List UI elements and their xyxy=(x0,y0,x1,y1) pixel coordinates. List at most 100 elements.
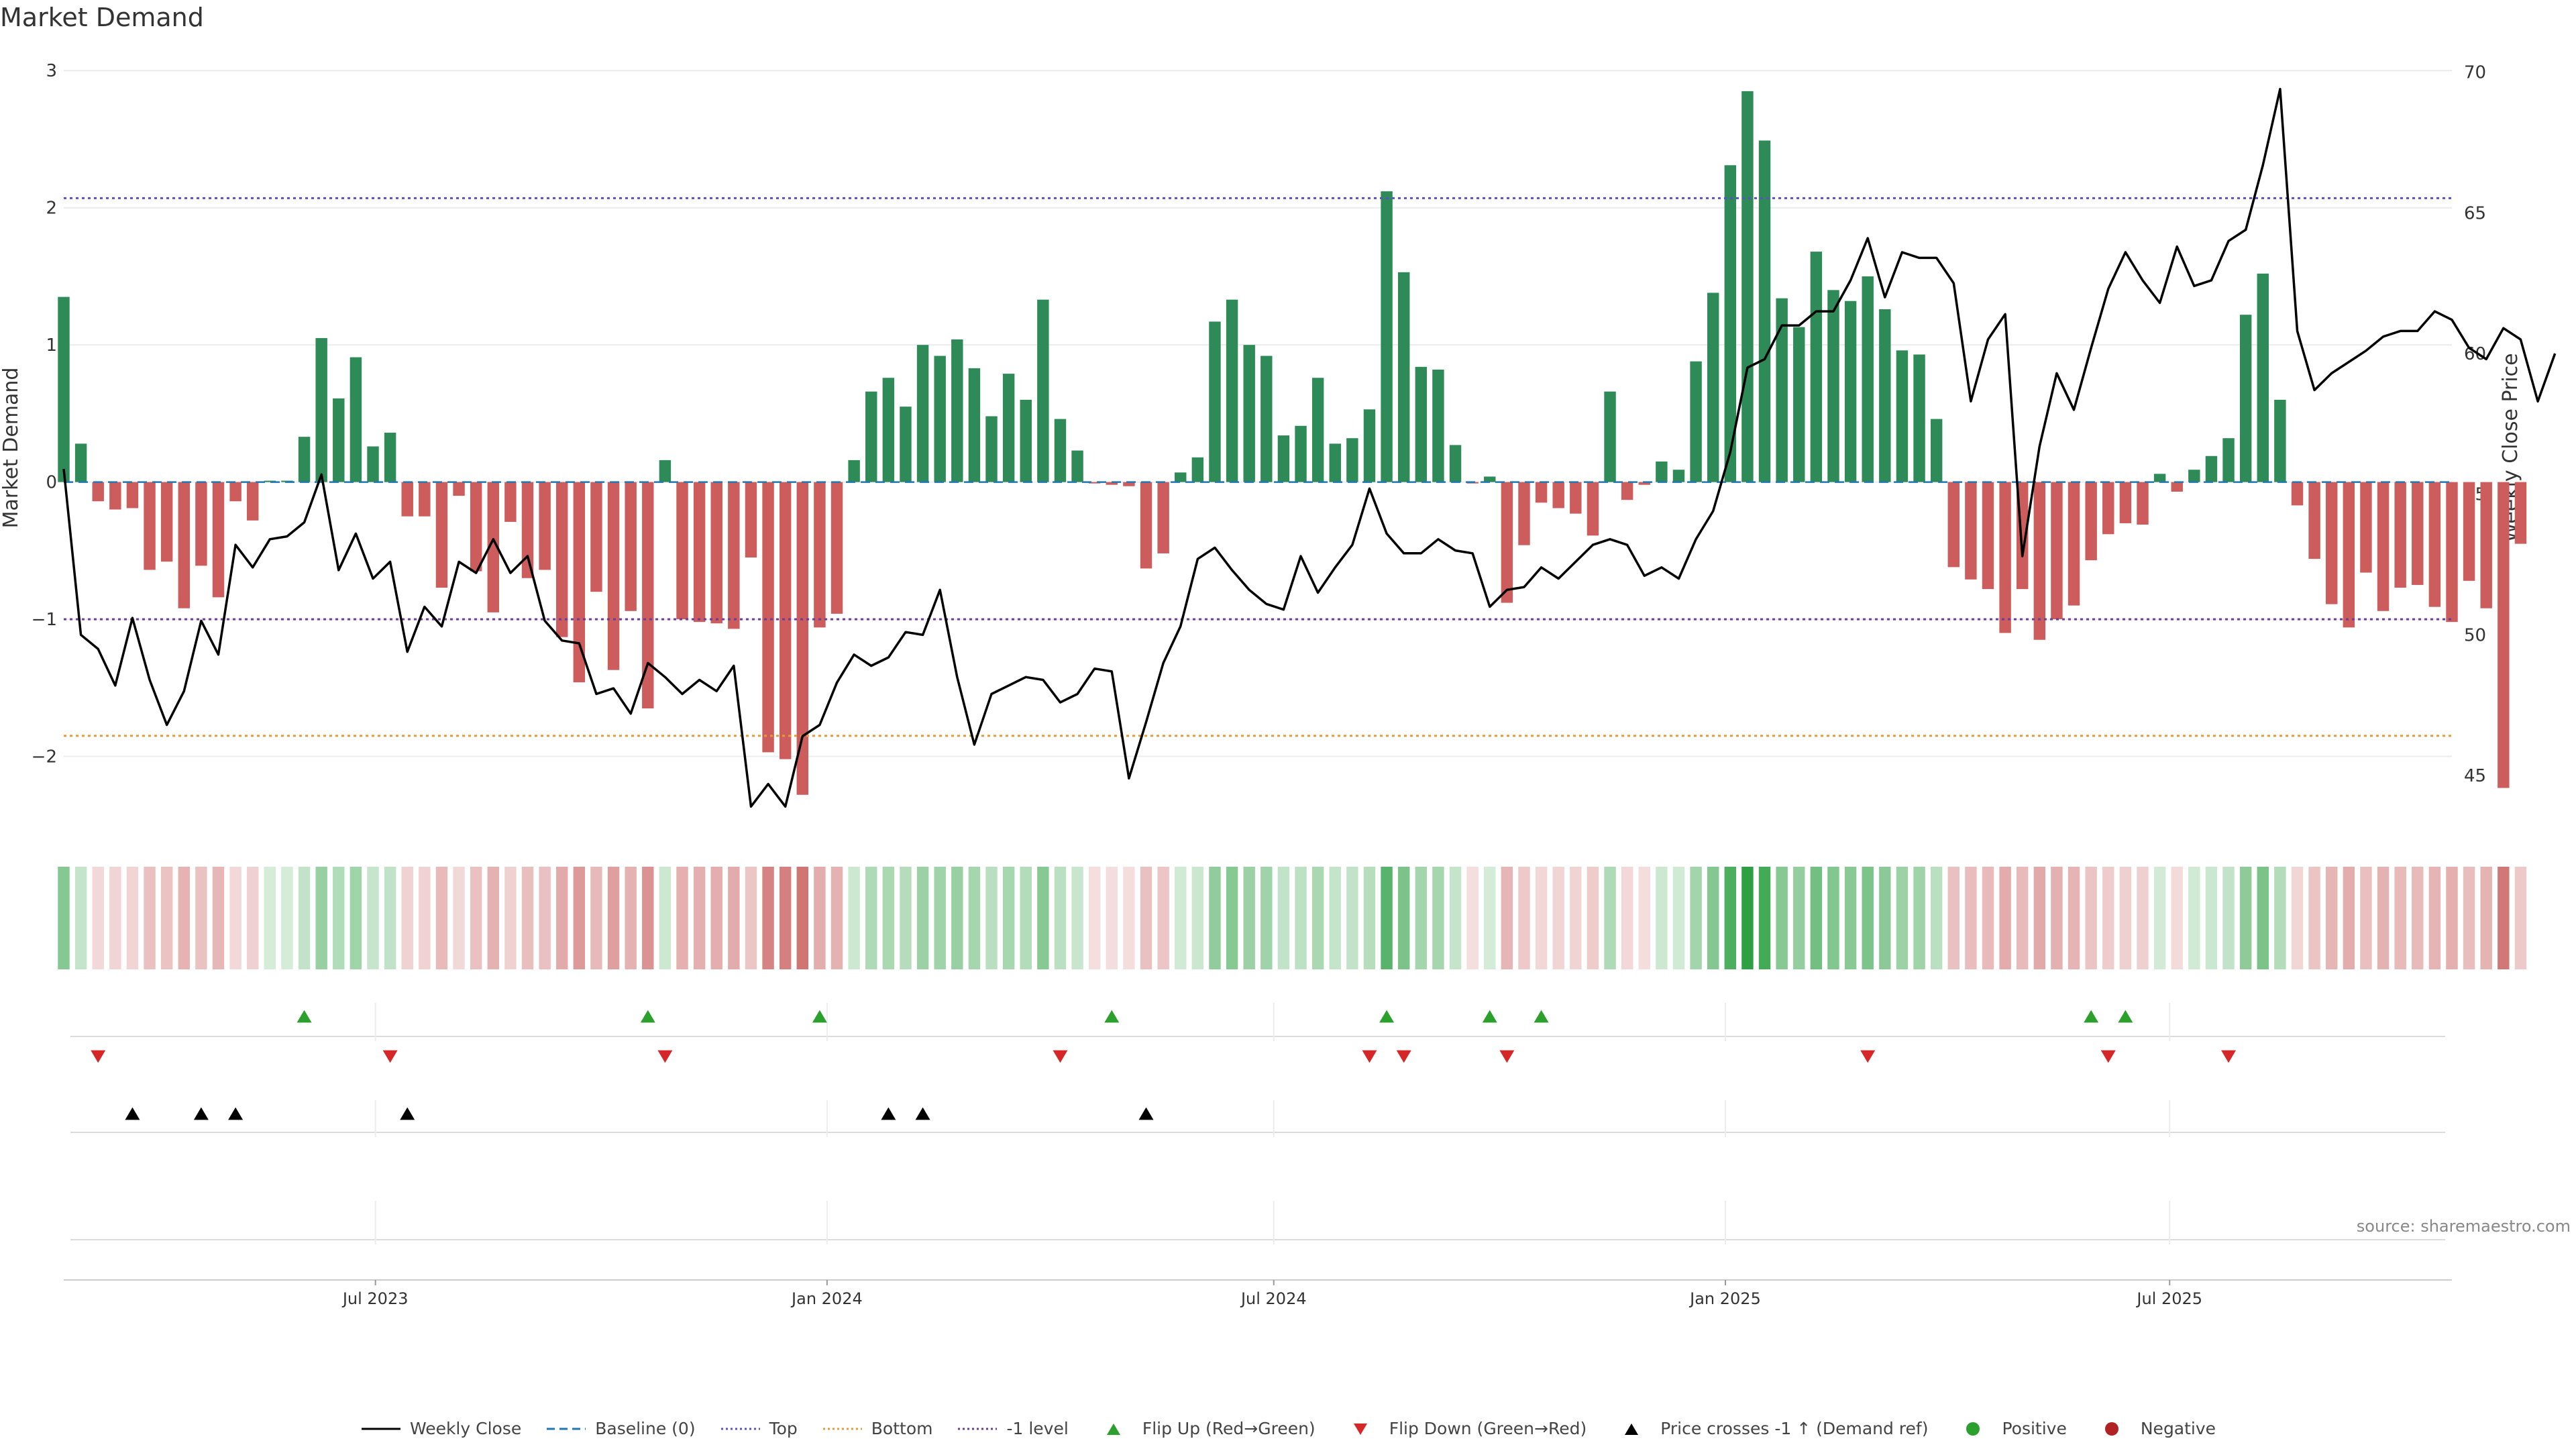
demand-bar xyxy=(2514,482,2527,544)
heat-cell xyxy=(2222,867,2235,969)
y-tick-label: 1 xyxy=(46,335,57,356)
demand-bar xyxy=(1793,327,1805,482)
dot-icon xyxy=(1952,1421,1994,1437)
demand-bar xyxy=(2239,315,2252,482)
heat-cell xyxy=(848,867,860,969)
demand-bar xyxy=(1209,321,1221,482)
y-tick-label: −1 xyxy=(32,610,57,630)
y2-tick-label: 65 xyxy=(2464,203,2486,223)
demand-bar xyxy=(453,482,465,496)
heat-cell xyxy=(1415,867,1428,969)
demand-bar xyxy=(435,482,448,588)
heat-cell xyxy=(1466,867,1479,969)
demand-bar xyxy=(1758,140,1771,482)
demand-bar xyxy=(2308,482,2320,559)
y2-tick-label: 45 xyxy=(2464,766,2486,786)
legend-label: Top xyxy=(769,1419,798,1438)
demand-bar xyxy=(2428,482,2441,607)
demand-bar xyxy=(1552,482,1564,508)
heat-cell xyxy=(882,867,895,969)
demand-bar xyxy=(934,356,946,482)
y-tick-label: 3 xyxy=(46,61,57,81)
demand-bar xyxy=(1054,419,1067,482)
heat-cell xyxy=(1999,867,2011,969)
demand-bar xyxy=(92,482,104,502)
demand-bar xyxy=(1827,290,1839,482)
triangle-up-icon xyxy=(1611,1421,1652,1437)
heat-cell xyxy=(212,867,225,969)
heat-cell xyxy=(710,867,722,969)
dot-icon xyxy=(2091,1421,2133,1437)
solid-line-icon xyxy=(360,1421,402,1437)
flip-down-marker xyxy=(657,1050,673,1063)
demand-bar xyxy=(2480,482,2492,608)
demand-bar xyxy=(1037,299,1049,482)
heat-cell xyxy=(2257,867,2269,969)
flip-up-marker xyxy=(1104,1010,1120,1023)
chart-title: Market Demand xyxy=(0,3,204,32)
demand-bar xyxy=(814,482,826,628)
legend-item: -1 level xyxy=(957,1419,1069,1438)
demand-bar xyxy=(573,482,586,683)
heat-cell xyxy=(900,867,912,969)
heat-cell xyxy=(1381,867,1393,969)
demand-bar xyxy=(315,337,327,482)
heat-cell xyxy=(2068,867,2080,969)
demand-bar xyxy=(2033,482,2046,640)
heat-cell xyxy=(1879,867,1891,969)
heat-cell xyxy=(2480,867,2492,969)
demand-bar xyxy=(1947,482,1960,568)
heat-cell xyxy=(92,867,104,969)
heat-cell xyxy=(573,867,586,969)
heat-cell xyxy=(2153,867,2166,969)
demand-bar xyxy=(247,482,259,521)
demand-bar xyxy=(2463,482,2475,581)
heat-cell xyxy=(1295,867,1307,969)
demand-bar xyxy=(178,482,190,608)
demand-bar xyxy=(2446,482,2458,623)
demand-bar xyxy=(1724,165,1737,482)
demand-bar xyxy=(1930,419,1943,482)
heat-cell xyxy=(693,867,706,969)
heat-cell xyxy=(2171,867,2183,969)
heat-cell xyxy=(762,867,774,969)
heat-cell xyxy=(1002,867,1015,969)
y2-tick-label: 70 xyxy=(2464,63,2486,83)
demand-bar xyxy=(1690,361,1702,482)
demand-bar xyxy=(350,357,362,482)
heat-cell xyxy=(1965,867,1977,969)
heat-cell xyxy=(779,867,792,969)
demand-bar xyxy=(1260,356,1273,482)
heat-cell xyxy=(2326,867,2338,969)
demand-bar xyxy=(1965,482,1977,580)
heat-cell xyxy=(2239,867,2252,969)
legend-item: Price crosses -1 ↑ (Demand ref) xyxy=(1611,1419,1928,1438)
heat-cell xyxy=(796,867,809,969)
demand-bar xyxy=(2085,482,2097,561)
demand-bar xyxy=(1346,438,1358,482)
y-tick-label: −2 xyxy=(32,747,57,767)
demand-bar xyxy=(1621,482,1633,500)
demand-bar xyxy=(1397,272,1410,482)
heat-cell xyxy=(264,867,276,969)
legend-item: Bottom xyxy=(822,1419,932,1438)
demand-bar xyxy=(2153,474,2166,482)
demand-bar xyxy=(401,482,413,517)
heat-cell xyxy=(1037,867,1049,969)
demand-bar xyxy=(58,297,70,482)
heat-cell xyxy=(453,867,465,969)
heat-cell xyxy=(178,867,190,969)
heat-cell xyxy=(1570,867,1582,969)
heat-cell xyxy=(2343,867,2355,969)
heat-cell xyxy=(2085,867,2097,969)
demand-bar xyxy=(2188,470,2200,482)
x-tick-label: Jul 2024 xyxy=(1240,1289,1307,1308)
heat-cell xyxy=(1793,867,1805,969)
demand-bar xyxy=(521,482,534,578)
heat-cell xyxy=(1397,867,1410,969)
heat-cell xyxy=(1501,867,1513,969)
heat-cell xyxy=(1535,867,1548,969)
demand-bar xyxy=(1484,476,1496,482)
heat-cell xyxy=(350,867,362,969)
heat-cell xyxy=(625,867,637,969)
